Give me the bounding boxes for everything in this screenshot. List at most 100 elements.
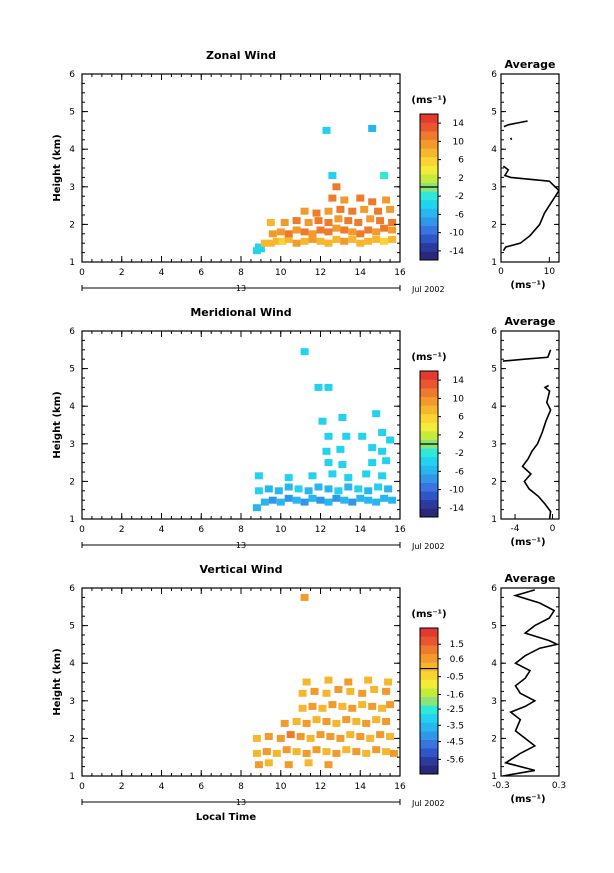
heatmap-cell [386, 733, 395, 740]
heatmap-cell [314, 217, 323, 225]
x-tick-label: 6 [198, 782, 204, 792]
colorbar-segment [420, 217, 438, 226]
heatmap-cell [336, 205, 345, 213]
colorbar-unit: (ms⁻¹) [411, 352, 446, 363]
heatmap-cell [284, 761, 293, 769]
heatmap-cell [344, 474, 353, 482]
heatmap-cell [284, 494, 293, 502]
colorbar-segment [420, 645, 438, 655]
heatmap-cell [328, 194, 337, 202]
average-x-tick-label: -4 [511, 524, 520, 534]
average-lines [502, 349, 552, 519]
heatmap-cell [328, 701, 337, 709]
colorbar-segment [420, 388, 438, 398]
y-tick-label: 6 [69, 70, 75, 80]
colorbar-segment [420, 225, 438, 235]
heatmap-cell [334, 215, 343, 223]
x-tick-label: 0 [79, 268, 85, 278]
heatmap-cell [338, 702, 347, 710]
heatmap-cell [382, 687, 391, 695]
heatmap-cell [274, 487, 283, 495]
average-frame [500, 73, 560, 263]
heatmap-cell [308, 494, 317, 502]
heatmap-cell [364, 237, 373, 245]
heatmap-cell [340, 226, 349, 234]
colorbar-tick-label: 6 [458, 156, 464, 166]
heatmap-cell [348, 228, 357, 236]
heatmap-cell [324, 207, 333, 215]
heatmap-cell [372, 716, 381, 724]
colorbar-segment [420, 499, 438, 509]
heatmap-cell [346, 731, 355, 739]
heatmap-cell [264, 733, 273, 740]
heatmap-cell [312, 716, 321, 724]
heatmap-cell [382, 457, 391, 465]
x-tick-label: 4 [159, 268, 165, 278]
average-y-tick-label: 6 [491, 584, 497, 594]
heatmap-cell [264, 485, 273, 493]
colorbar-segment [420, 174, 438, 184]
y-tick-label: 2 [69, 477, 75, 487]
x-tick-label: 8 [238, 268, 244, 278]
heatmap-cell [300, 228, 309, 236]
heatmap-cell [372, 410, 381, 418]
heatmap-cell [266, 219, 275, 226]
heatmap-cell [284, 230, 293, 238]
colorbar-tick-label: -10 [449, 486, 464, 496]
heatmap-cell [254, 487, 263, 495]
y-tick-label: 1 [69, 515, 75, 525]
average-line [502, 349, 552, 362]
colorbar-tick-label: -14 [449, 504, 464, 514]
heatmap-cell [348, 235, 357, 243]
heatmap-cell [310, 687, 319, 695]
heatmap-cell [390, 749, 398, 757]
heatmap-cell [348, 704, 357, 712]
colorbar-frame [419, 627, 439, 775]
heatmap-cell [328, 470, 337, 478]
colorbar-unit: (ms⁻¹) [411, 95, 446, 106]
colorbar-segment [420, 396, 438, 406]
heatmap-cell [324, 676, 333, 684]
colorbar-segment [420, 199, 438, 209]
x-tick-label: 6 [198, 268, 204, 278]
x-axis-label: Local Time [196, 812, 256, 823]
heatmap-cell [380, 237, 389, 245]
heatmap-cell [292, 239, 301, 247]
x-tick-label: 12 [315, 268, 326, 278]
heatmap-cell [298, 704, 307, 712]
colorbar-segment [420, 234, 438, 244]
heatmap-cell [356, 230, 365, 238]
heatmap-cell [302, 719, 311, 727]
heatmap-cell [372, 746, 381, 754]
heatmap-cell [344, 678, 353, 686]
heatmap-cell [324, 239, 333, 247]
heatmap-cell [378, 447, 387, 455]
heatmap-cell [368, 444, 377, 452]
average-x-label: (ms⁻¹) [510, 537, 545, 548]
heatmap-cell [372, 235, 381, 243]
y-axis-label: Height (km) [52, 134, 63, 201]
heatmap-cell [358, 689, 367, 697]
colorbar-segment [420, 670, 438, 680]
colorbar-segment [420, 482, 438, 492]
heatmap-cell [368, 702, 377, 710]
heatmap-cell [332, 183, 341, 191]
heatmap-cell [300, 348, 309, 356]
plot-frame [81, 330, 401, 520]
heatmap-cell [364, 496, 373, 504]
x-tick-label: 6 [198, 525, 204, 535]
heatmap-cell [322, 126, 331, 134]
average-title: Average [505, 315, 556, 328]
heatmap-cell [348, 207, 357, 215]
heatmap-cell [316, 496, 325, 504]
x-tick-label: 12 [315, 525, 326, 535]
colorbar-segment [420, 413, 438, 423]
heatmap-cell [332, 224, 341, 232]
heatmap-cell [316, 731, 325, 739]
y-tick-label: 5 [69, 622, 75, 632]
heatmap-cell [254, 472, 263, 480]
heatmap-cell [324, 761, 333, 769]
heatmap-cell [292, 718, 301, 725]
heatmap-cell [384, 678, 393, 686]
